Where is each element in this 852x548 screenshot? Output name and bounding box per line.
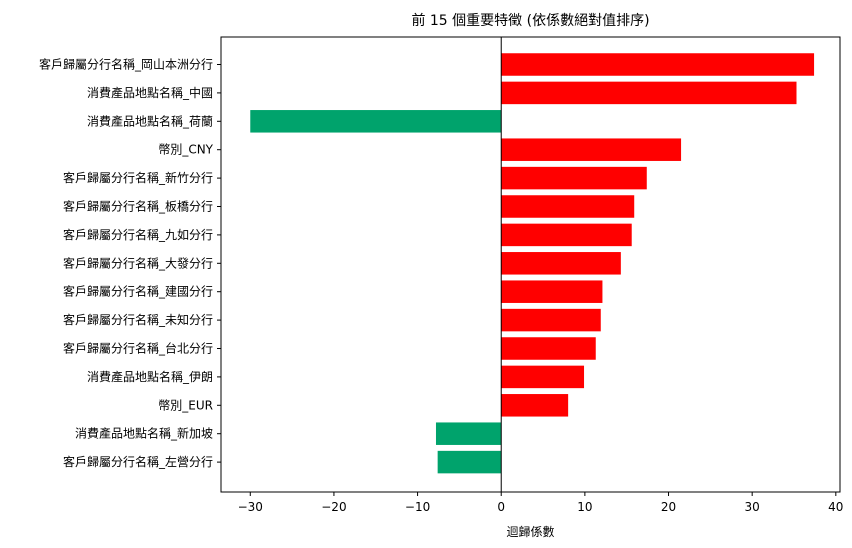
x-tick-label: −30 (238, 500, 263, 514)
bar-13 (501, 394, 569, 417)
x-tick-label: 30 (745, 500, 760, 514)
category-label: 客戶歸屬分行名稱_左營分行 (63, 454, 213, 469)
x-tick-label: 10 (577, 500, 592, 514)
x-tick-label: 40 (828, 500, 843, 514)
category-label: 消費產品地點名稱_伊朗 (87, 369, 213, 384)
bar-11 (501, 337, 596, 360)
plot-frame (220, 36, 841, 493)
bar-1 (501, 53, 815, 76)
x-tick-label: 0 (497, 500, 505, 514)
category-label: 幣別_CNY (158, 143, 213, 157)
category-label: 客戶歸屬分行名稱_建國分行 (63, 284, 213, 299)
bar-4 (501, 138, 682, 161)
x-tick-label: −20 (321, 500, 346, 514)
category-label: 客戶歸屬分行名稱_新竹分行 (63, 170, 213, 185)
x-tick-label: 20 (661, 500, 676, 514)
category-label: 客戶歸屬分行名稱_大發分行 (63, 255, 213, 270)
bar-6 (501, 195, 635, 218)
bar-14 (435, 422, 502, 445)
category-label: 客戶歸屬分行名稱_台北分行 (63, 341, 213, 356)
bar-15 (437, 450, 502, 474)
bar-10 (501, 308, 601, 332)
x-axis-label: 迴歸係數 (506, 525, 554, 539)
bar-7 (501, 223, 632, 247)
category-label: 消費產品地點名稱_中國 (87, 85, 213, 100)
category-label: 客戶歸屬分行名稱_未知分行 (63, 312, 213, 327)
bar-2 (501, 81, 797, 105)
bar-9 (501, 280, 603, 303)
category-label: 消費產品地點名稱_新加坡 (75, 426, 213, 441)
y-axis-ticks: 客戶歸屬分行名稱_岡山本洲分行消費產品地點名稱_中國消費產品地點名稱_荷蘭幣別_… (39, 57, 221, 469)
bars-layer (250, 53, 815, 474)
category-label: 客戶歸屬分行名稱_九如分行 (63, 227, 213, 242)
x-axis-ticks: −30 −20 −10 0 10 20 30 40 (238, 492, 843, 514)
bar-12 (501, 365, 585, 389)
category-label: 消費產品地點名稱_荷蘭 (87, 113, 213, 128)
category-label: 客戶歸屬分行名稱_板橋分行 (63, 199, 213, 214)
bar-5 (501, 166, 647, 190)
bar-3 (250, 110, 502, 133)
category-label: 客戶歸屬分行名稱_岡山本洲分行 (39, 57, 213, 72)
category-label: 幣別_EUR (158, 398, 213, 412)
bar-8 (501, 252, 621, 275)
x-tick-label: −10 (405, 500, 430, 514)
chart-title: 前 15 個重要特徵 (依係數絕對值排序) (411, 12, 649, 29)
